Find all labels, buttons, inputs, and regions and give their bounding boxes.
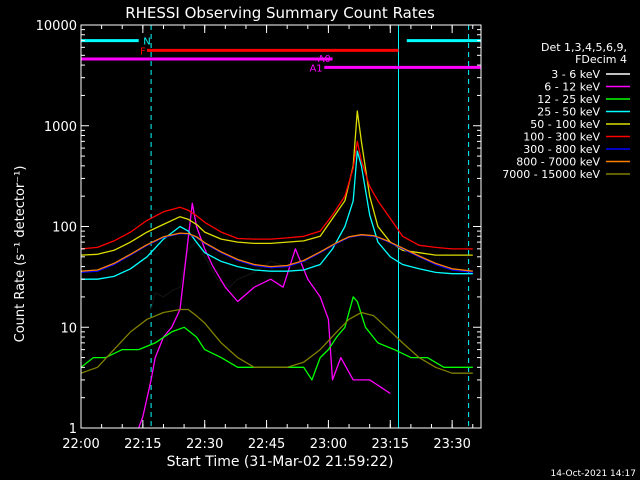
series-line-1 [138, 202, 391, 428]
annotation-label-F: F [140, 46, 146, 57]
footer-date: 14-Oct-2021 14:17 [551, 469, 636, 479]
y-tick-label-4: 10000 [36, 19, 77, 34]
legend-label-1: 6 - 12 keV [544, 81, 600, 94]
series-line-0 [150, 241, 321, 310]
x-tick-label-4: 23:00 [310, 437, 347, 452]
x-axis-label: Start Time (31-Mar-02 21:59:22) [167, 454, 394, 470]
legend-label-2: 12 - 25 keV [537, 93, 600, 106]
legend-label-4: 50 - 100 keV [530, 118, 600, 131]
x-tick-label-6: 23:30 [433, 437, 470, 452]
legend-header-1: FDecim 4 [575, 53, 627, 66]
y-axis-label: Count Rate (s⁻¹ detector⁻¹) [13, 166, 28, 343]
series-line-4 [81, 110, 473, 256]
legend-label-6: 300 - 800 keV [523, 143, 600, 156]
chart-title: RHESSI Observing Summary Count Rates [125, 4, 435, 22]
y-tick-label-1: 10 [60, 321, 77, 336]
legend-header-0: Det 1,3,4,5,6,9, [541, 41, 627, 54]
series-line-2 [81, 296, 473, 381]
x-tick-label-2: 22:30 [186, 437, 223, 452]
series-line-5 [81, 140, 473, 250]
legend-label-5: 100 - 300 keV [523, 131, 600, 144]
annotation-label-N: N [143, 37, 150, 48]
axes: 1 10 100 1000 10000 22:00 22:15 22:30 22:45 23:00… [36, 19, 482, 452]
series-line-7 [81, 232, 473, 272]
legend-label-0: 3 - 6 keV [551, 68, 600, 81]
y-tick-label-2: 100 [52, 221, 77, 236]
legend-label-7: 800 - 7000 keV [516, 156, 600, 169]
y-tick-label-0: 1 [69, 422, 77, 437]
annotation-label-A1: A1 [309, 63, 322, 74]
x-tick-label-5: 23:15 [372, 437, 409, 452]
annotation-label-A0: A0 [318, 54, 331, 65]
legend-label-3: 25 - 50 keV [537, 106, 600, 119]
x-tick-label-0: 22:00 [62, 437, 99, 452]
x-tick-label-3: 22:45 [248, 437, 285, 452]
x-tick-label-1: 22:15 [124, 437, 161, 452]
series-line-3 [81, 150, 473, 280]
legend-label-8: 7000 - 15000 keV [502, 168, 600, 181]
y-tick-label-3: 1000 [44, 120, 77, 135]
series-line-8 [81, 308, 473, 374]
